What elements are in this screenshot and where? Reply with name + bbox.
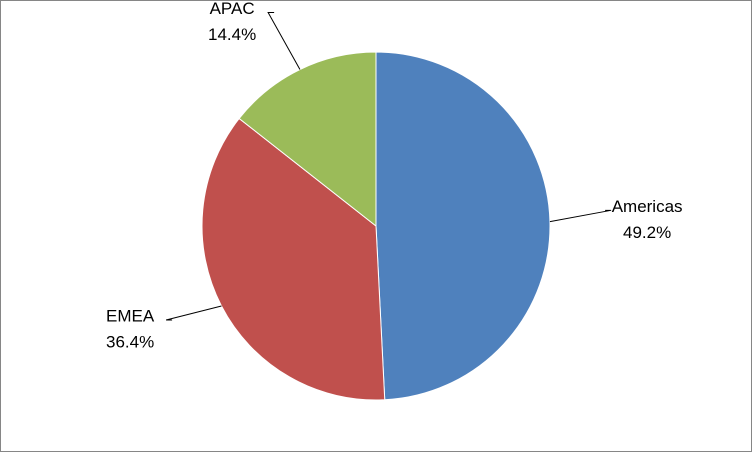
pie-slice (375, 51, 551, 401)
value-label: 14.4% (208, 25, 256, 44)
slice-label: EMEA (106, 306, 155, 325)
slice-label: APAC (210, 0, 255, 18)
leader-line (165, 305, 222, 321)
leader-line (267, 12, 301, 70)
leader-line (549, 209, 612, 223)
pie-slice (238, 51, 377, 228)
value-label: 36.4% (106, 332, 154, 351)
slice-label: Americas (612, 197, 683, 216)
value-label: 49.2% (623, 223, 671, 242)
pie-slice (201, 117, 386, 401)
